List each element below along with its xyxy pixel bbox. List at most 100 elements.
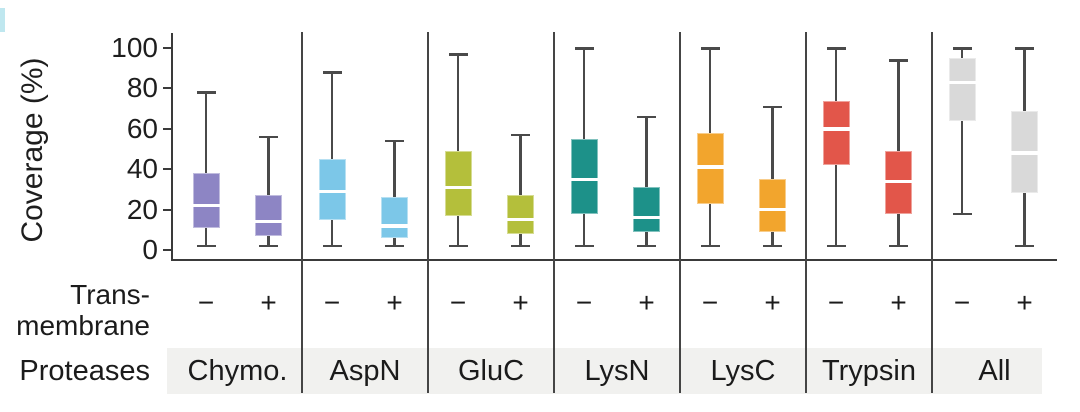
median-line [885,179,912,184]
y-tick-mark [163,168,172,171]
whisker-cap-bottom [700,244,720,248]
y-tick-label: 100 [111,32,158,63]
transmembrane-sign: + [764,287,781,318]
median-line [696,165,724,169]
whisker-cap-top [322,71,342,74]
whisker-cap-top [196,91,216,94]
transmembrane-label-line2: membrane [16,310,150,341]
transmembrane-sign: + [638,287,655,318]
whisker-cap-top [889,59,908,62]
y-tick-mark [163,249,172,251]
median-line [1011,151,1038,155]
y-tick-label: 80 [126,72,158,104]
transmembrane-sign: + [512,287,529,318]
transmembrane-label-line1: Trans- [70,279,150,310]
transmembrane-sign: − [953,287,971,318]
protease-name: LysC [710,355,776,387]
median-line [255,219,282,224]
box-iqr [381,197,408,238]
box-iqr [192,173,220,228]
proteases-row-label: Proteases [19,355,150,387]
transmembrane-sign: + [1016,287,1033,318]
protease-name: Chymo. [187,355,288,387]
median-line [444,185,472,190]
y-tick-mark [163,127,172,130]
box-iqr [507,195,534,234]
whisker-line [519,134,522,246]
whisker-line [960,48,964,214]
whisker-line [393,140,396,246]
median-line [318,189,346,194]
y-tick-label: 40 [126,153,158,185]
transmembrane-sign: − [449,287,467,318]
transmembrane-sign: − [197,287,215,318]
box-iqr [318,159,346,220]
whisker-line [771,106,774,246]
whisker-cap-bottom [574,244,594,248]
protease-name: LysN [584,355,650,387]
proteases-row-band [167,348,1042,394]
whisker-line [204,92,208,246]
whisker-cap-top [637,115,656,119]
median-line [759,207,786,212]
whisker-line [645,116,648,246]
median-line [192,203,220,208]
whisker-cap-bottom [826,244,846,248]
whisker-cap-bottom [889,244,908,248]
whisker-cap-bottom [259,244,278,248]
y-tick-mark [163,47,172,49]
whisker-cap-top [574,47,594,50]
box-iqr [570,138,598,214]
transmembrane-sign: − [575,287,593,318]
group-divider [301,32,303,393]
whisker-cap-bottom [763,244,782,248]
protease-name: AspN [329,355,401,387]
protease-name: GluC [457,355,525,387]
median-line [948,80,976,85]
whisker-cap-bottom [511,244,530,248]
box-iqr [444,151,472,216]
transmembrane-sign: − [827,287,845,318]
whisker-cap-top [259,135,278,139]
whisker-cap-bottom [1015,244,1034,248]
protease-name: All [978,355,1011,387]
whisker-line [267,136,270,246]
protease-name: Trypsin [822,355,916,387]
transmembrane-sign: − [323,287,341,318]
whisker-cap-bottom [322,244,342,248]
whisker-cap-bottom [952,212,972,216]
y-tick-mark [163,87,172,90]
whisker-line [456,54,460,246]
y-tick-mark [163,208,172,211]
whisker-cap-top [511,133,530,137]
median-line [633,215,660,220]
whisker-cap-bottom [196,244,216,248]
whisker-cap-top [700,47,720,50]
box-iqr [255,195,282,236]
group-divider [805,32,807,393]
box-iqr [759,179,786,232]
transmembrane-sign: + [890,287,907,318]
group-divider [679,32,681,393]
box-iqr [948,58,976,121]
transmembrane-row-label: Trans- membrane [0,279,150,341]
group-divider [553,32,555,393]
group-divider [427,32,429,393]
y-tick-label: 0 [142,234,158,265]
y-axis-line [171,33,173,261]
whisker-cap-top [763,105,782,109]
box-iqr [633,187,660,232]
median-line [570,177,598,182]
whisker-cap-top [826,47,846,50]
y-tick-label: 20 [126,193,158,225]
median-line [822,127,850,131]
box-iqr [822,100,850,166]
transmembrane-sign: + [260,287,277,318]
whisker-cap-top [448,53,468,56]
x-axis-line [171,259,1057,261]
group-divider [931,32,933,393]
whisker-cap-top [952,47,972,50]
y-axis-label: Coverage (%) [16,57,49,243]
transmembrane-sign: + [386,287,403,318]
